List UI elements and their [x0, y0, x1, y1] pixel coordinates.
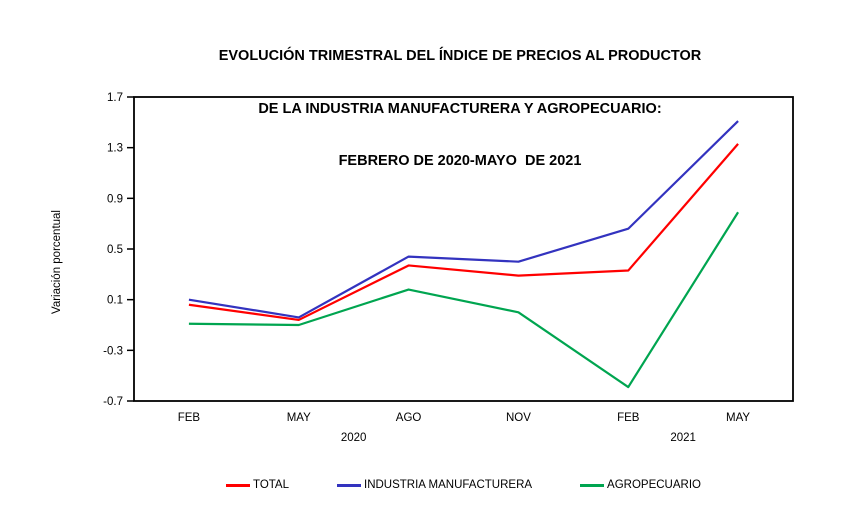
y-axis-tick-label: 1.3 — [107, 143, 123, 155]
x-axis-tick-label: MAY — [287, 412, 311, 424]
legend-item-total: TOTAL — [226, 479, 289, 491]
chart-title-line-1: EVOLUCIÓN TRIMESTRAL DEL ÍNDICE DE PRECI… — [218, 48, 702, 64]
legend-label-total: TOTAL — [253, 479, 289, 491]
x-axis-tick-label: NOV — [506, 412, 531, 424]
legend-item-agropecuario: AGROPECUARIO — [580, 479, 701, 491]
legend-swatch-agropecuario-line-icon — [580, 483, 605, 487]
chart-legend: TOTAL INDUSTRIA MANUFACTURERA AGROPECUARIO — [134, 479, 793, 491]
x-axis-tick-label: AGO — [396, 412, 422, 424]
chart-title: EVOLUCIÓN TRIMESTRAL DEL ÍNDICE DE PRECI… — [110, 13, 810, 206]
y-axis-tick-label: 0.5 — [107, 244, 123, 256]
series-line-agropecuario — [188, 211, 740, 389]
legend-swatch-industria-manufacturera-line-icon — [337, 483, 361, 487]
y-axis-tick-label: 1.7 — [107, 92, 123, 104]
y-axis-tick-label: 0.9 — [107, 193, 123, 205]
series-line-industria-manufacturera — [188, 120, 739, 319]
y-axis-tick-label: 0.1 — [107, 295, 123, 307]
plot-border — [133, 96, 794, 402]
legend-label-industria-manufacturera: INDUSTRIA MANUFACTURERA — [364, 479, 533, 491]
legend-swatch-total-line-icon — [226, 483, 250, 487]
series-line-total — [188, 143, 739, 322]
y-axis-tick-label: -0.3 — [103, 345, 123, 357]
x-axis-year-label: 2021 — [670, 432, 696, 444]
x-axis-year-label: 2020 — [341, 432, 367, 444]
chart-title-line-3: FEBRERO DE 2020-MAYO DE 2021 — [338, 153, 582, 169]
x-axis-tick-label: FEB — [617, 412, 640, 424]
chart-title-line-2: DE LA INDUSTRIA MANUFACTURERA Y AGROPECU… — [258, 100, 662, 117]
x-axis-tick-label: MAY — [726, 412, 750, 424]
x-axis-tick-label: FEB — [178, 412, 201, 424]
y-axis-tick-label: -0.7 — [103, 396, 123, 408]
legend-label-agropecuario: AGROPECUARIO — [607, 479, 701, 491]
legend-item-industria-manufacturera: INDUSTRIA MANUFACTURERA — [337, 479, 532, 491]
